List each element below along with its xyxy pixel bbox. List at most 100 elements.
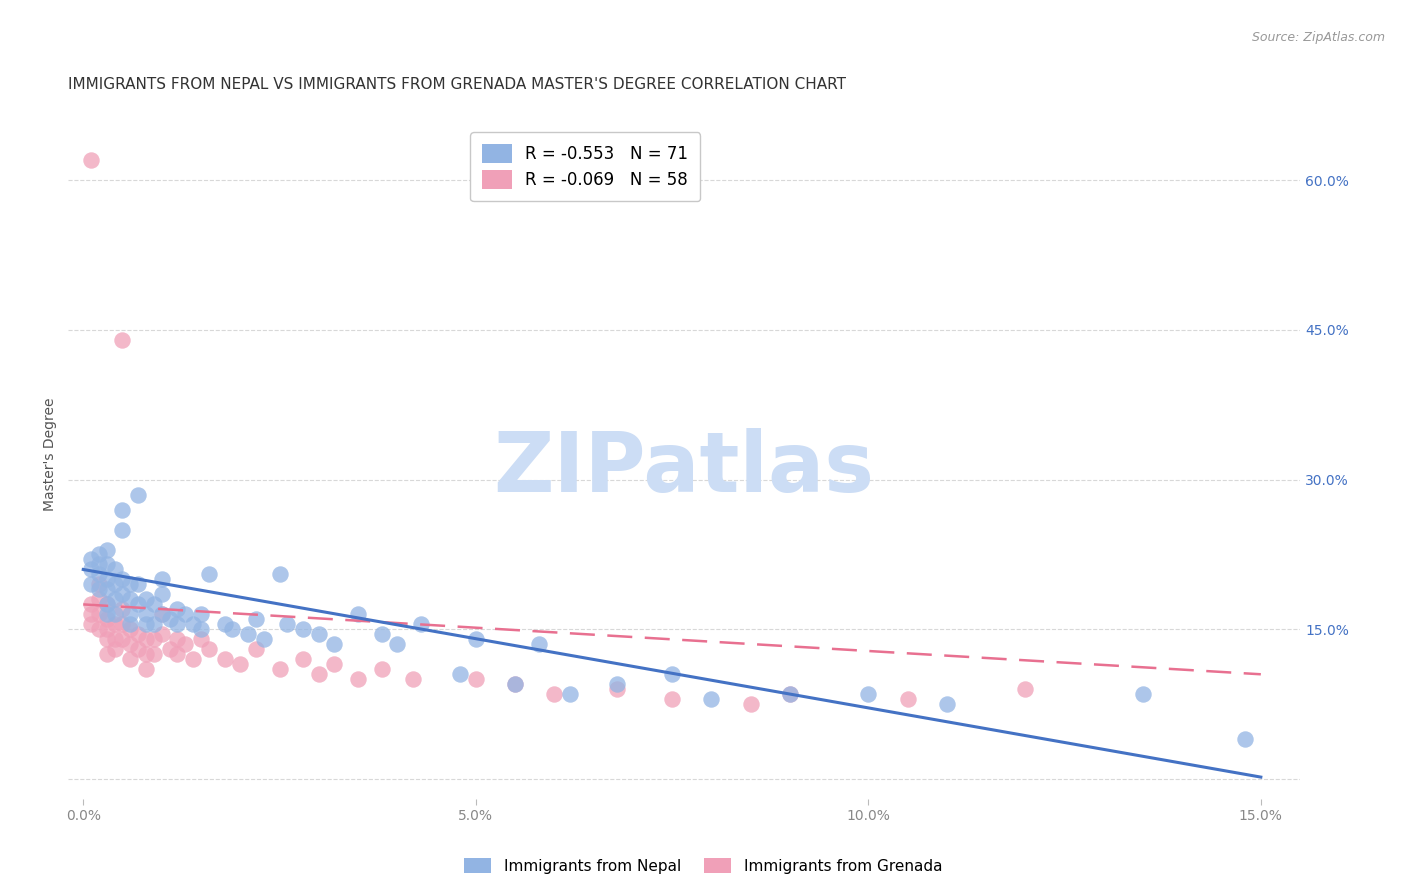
Point <box>1014 682 1036 697</box>
Point <box>111 617 134 632</box>
Point <box>503 677 526 691</box>
Point <box>276 617 298 632</box>
Point <box>111 333 134 347</box>
Point <box>181 617 204 632</box>
Point <box>104 617 127 632</box>
Point <box>120 592 142 607</box>
Point <box>111 632 134 647</box>
Point <box>606 677 628 691</box>
Point <box>96 542 118 557</box>
Point <box>661 667 683 681</box>
Point <box>245 612 267 626</box>
Point <box>135 592 157 607</box>
Point <box>606 682 628 697</box>
Point <box>87 582 110 597</box>
Point <box>120 607 142 622</box>
Y-axis label: Master's Degree: Master's Degree <box>44 398 58 511</box>
Point <box>87 567 110 582</box>
Point <box>142 617 165 632</box>
Point <box>142 598 165 612</box>
Point <box>96 623 118 637</box>
Point <box>111 602 134 616</box>
Point <box>80 607 103 622</box>
Point <box>174 607 197 622</box>
Point <box>370 627 392 641</box>
Point <box>135 648 157 662</box>
Point <box>80 577 103 591</box>
Point <box>858 687 880 701</box>
Point <box>370 662 392 676</box>
Point <box>142 632 165 647</box>
Point <box>150 607 173 622</box>
Point <box>111 523 134 537</box>
Point <box>87 558 110 572</box>
Point <box>190 623 212 637</box>
Point <box>87 548 110 562</box>
Point <box>150 607 173 622</box>
Point <box>80 598 103 612</box>
Point <box>80 562 103 576</box>
Point <box>236 627 259 641</box>
Text: ZIPatlas: ZIPatlas <box>494 428 875 509</box>
Point <box>323 637 346 651</box>
Point <box>80 552 103 566</box>
Point <box>96 612 118 626</box>
Point <box>87 577 110 591</box>
Point <box>104 562 127 576</box>
Point <box>104 607 127 622</box>
Point <box>292 652 315 666</box>
Point <box>166 632 188 647</box>
Legend: R = -0.553   N = 71, R = -0.069   N = 58: R = -0.553 N = 71, R = -0.069 N = 58 <box>471 132 700 201</box>
Point <box>80 153 103 168</box>
Point <box>104 592 127 607</box>
Point <box>779 687 801 701</box>
Point <box>181 652 204 666</box>
Point <box>96 558 118 572</box>
Point <box>120 617 142 632</box>
Point <box>558 687 581 701</box>
Point <box>127 598 149 612</box>
Point <box>135 662 157 676</box>
Point <box>159 642 181 657</box>
Point <box>120 577 142 591</box>
Point <box>190 607 212 622</box>
Point <box>409 617 432 632</box>
Point <box>198 642 221 657</box>
Point <box>87 592 110 607</box>
Point <box>935 697 957 711</box>
Point <box>347 607 370 622</box>
Point <box>104 632 127 647</box>
Point <box>269 662 291 676</box>
Point <box>543 687 565 701</box>
Point <box>896 692 918 706</box>
Point <box>198 567 221 582</box>
Point <box>700 692 723 706</box>
Point <box>135 607 157 622</box>
Point <box>96 573 118 587</box>
Point <box>150 573 173 587</box>
Point <box>253 632 276 647</box>
Point <box>387 637 409 651</box>
Point <box>323 657 346 672</box>
Point <box>661 692 683 706</box>
Point <box>229 657 252 672</box>
Point <box>120 623 142 637</box>
Point <box>127 627 149 641</box>
Text: Source: ZipAtlas.com: Source: ZipAtlas.com <box>1251 31 1385 45</box>
Point <box>503 677 526 691</box>
Point <box>96 598 118 612</box>
Point <box>449 667 471 681</box>
Point <box>135 632 157 647</box>
Point <box>221 623 243 637</box>
Point <box>245 642 267 657</box>
Point <box>166 648 188 662</box>
Point <box>779 687 801 701</box>
Point <box>111 587 134 601</box>
Point <box>464 673 486 687</box>
Point <box>190 632 212 647</box>
Point <box>159 612 181 626</box>
Point <box>308 627 330 641</box>
Point <box>1234 732 1257 747</box>
Point <box>347 673 370 687</box>
Point <box>135 617 157 632</box>
